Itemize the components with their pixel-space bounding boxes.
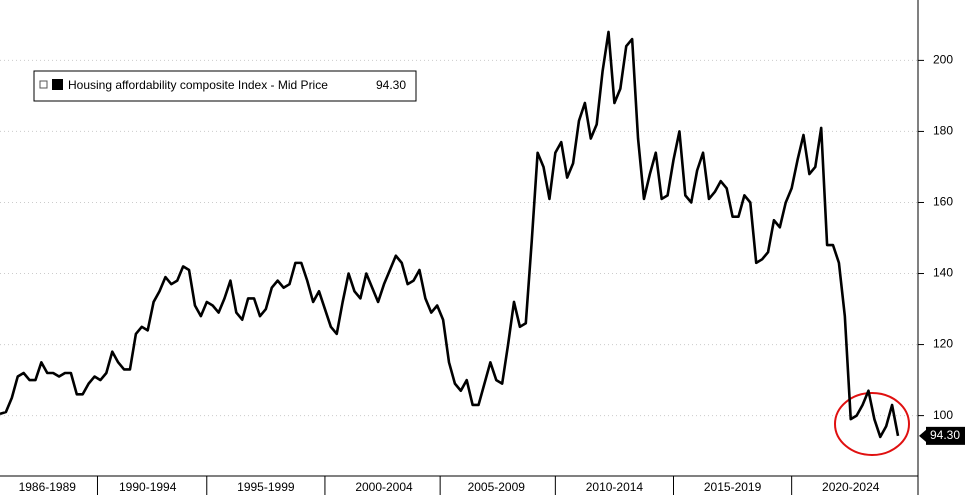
y-tick-label: 180 — [933, 124, 953, 138]
y-tick-label: 140 — [933, 266, 953, 280]
legend-box — [33, 70, 417, 102]
legend-label: Housing affordability composite Index - … — [68, 78, 328, 92]
y-tick-label: 200 — [933, 53, 953, 67]
legend: Housing affordability composite Index - … — [33, 70, 417, 102]
x-tick-label: 1995-1999 — [237, 480, 295, 494]
y-tick-label: 100 — [933, 408, 953, 422]
x-tick-label: 2000-2004 — [355, 480, 413, 494]
legend-value: 94.30 — [376, 78, 406, 92]
highlight-circle — [834, 392, 910, 456]
legend-swatch — [52, 79, 63, 90]
last-value-pointer — [919, 429, 926, 442]
x-tick-label: 2015-2019 — [704, 480, 762, 494]
x-tick-label: 1986-1989 — [19, 480, 77, 494]
x-tick-label: 2010-2014 — [586, 480, 644, 494]
last-value-tag — [926, 426, 965, 445]
y-tick-label: 120 — [933, 337, 953, 351]
legend-toggle[interactable] — [39, 80, 48, 89]
x-tick-label: 2020-2024 — [822, 480, 880, 494]
x-tick-label: 1990-1994 — [119, 480, 177, 494]
series-line — [0, 30, 900, 439]
y-tick-label: 160 — [933, 195, 953, 209]
last-value-label: 94.30 — [930, 428, 960, 442]
x-tick-label: 2005-2009 — [468, 480, 526, 494]
